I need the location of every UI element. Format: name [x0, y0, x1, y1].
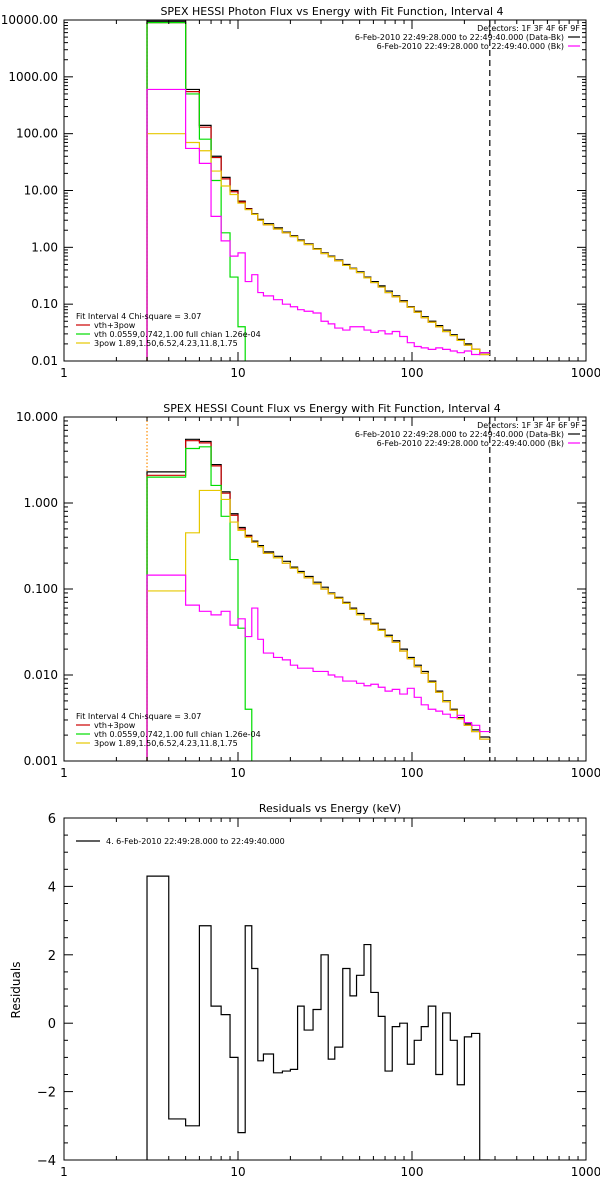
y-tick-label: 2 — [48, 949, 56, 964]
chart-title: SPEX HESSI Count Flux vs Energy with Fit… — [163, 402, 500, 415]
chart-title: SPEX HESSI Photon Flux vs Energy with Fi… — [160, 5, 503, 18]
legend-entry: vth+3pow — [94, 321, 136, 330]
series-line — [146, 22, 490, 361]
y-tick-label: 1.00 — [31, 240, 58, 254]
residuals-panel: Residuals vs Energy (keV) Residuals 1 10 1… — [9, 802, 600, 1179]
plot-frame — [63, 817, 587, 1161]
legend-entry: 3pow 1.89,1.50,6.52,4.23,11.8,1.75 — [94, 339, 238, 348]
y-tick-label: −2 — [37, 1086, 56, 1101]
x-tick-label: 1000 — [571, 366, 600, 380]
y-tick-label: 10000.00 — [1, 13, 58, 27]
y-tick-label: 4 — [48, 880, 56, 895]
y-tick-label: 0.10 — [31, 297, 58, 311]
x-tick-label: 100 — [401, 766, 424, 780]
x-tick-label: 1000 — [571, 766, 600, 780]
legend-entry: 6-Feb-2010 22:49:28.000 to 22:49:40.000 … — [377, 439, 564, 448]
series-line — [146, 20, 490, 361]
x-tick-label: 100 — [401, 366, 424, 380]
y-tick-label: 6 — [48, 812, 56, 827]
y-tick-label: 100.00 — [16, 127, 58, 141]
y-tick-label: 0.010 — [24, 668, 58, 682]
legend-entry: 6-Feb-2010 22:49:28.000 to 22:49:40.000 … — [377, 42, 564, 51]
series-line — [146, 489, 490, 761]
y-tick-label: 0 — [48, 1017, 56, 1032]
x-tick-label: 1 — [60, 1165, 68, 1179]
y-tick-label: 10.00 — [24, 184, 58, 198]
legend-entry: Detectors: 1F 3F 4F 6F 9F — [477, 421, 580, 430]
y-tick-label: 0.100 — [24, 582, 58, 596]
series-line — [146, 22, 246, 361]
y-tick-label: 1.000 — [24, 496, 58, 510]
legend-entry: Detectors: 1F 3F 4F 6F 9F — [477, 24, 580, 33]
plot-frame — [63, 19, 587, 362]
x-tick-label: 1000 — [571, 1165, 600, 1179]
count-flux-panel: SPEX HESSI Count Flux vs Energy with Fit… — [16, 402, 600, 780]
legend-entry: 4. 6-Feb-2010 22:49:28.000 to 22:49:40.0… — [106, 837, 285, 846]
legend-entry: vth+3pow — [94, 721, 136, 730]
legend-entry: Fit Interval 4 Chi-square = 3.07 — [76, 312, 201, 321]
x-tick-label: 10 — [230, 366, 245, 380]
y-axis-label: Residuals — [9, 962, 23, 1019]
legend-entry: 6-Feb-2010 22:49:28.000 to 22:49:40.000 … — [355, 430, 564, 439]
x-tick-label: 10 — [230, 766, 245, 780]
y-tick-label: 0.001 — [24, 754, 58, 768]
legend-entry: 6-Feb-2010 22:49:28.000 to 22:49:40.000 … — [355, 33, 564, 42]
chart-title: Residuals vs Energy (keV) — [259, 802, 401, 815]
series-line — [146, 88, 490, 361]
legend-entry: 3pow 1.89,1.50,6.52,4.23,11.8,1.75 — [94, 739, 238, 748]
series-line — [146, 574, 490, 761]
legend-entry: vth 0.0559,0.742,1.00 full chian 1.26e-0… — [94, 330, 261, 339]
y-tick-label: 0.01 — [31, 354, 58, 368]
series-line — [146, 875, 490, 1160]
y-tick-label: 10.000 — [16, 410, 58, 424]
series-line — [146, 446, 253, 761]
x-tick-label: 1 — [60, 766, 68, 780]
photon-flux-panel: SPEX HESSI Photon Flux vs Energy with Fi… — [1, 5, 600, 380]
x-tick-label: 100 — [401, 1165, 424, 1179]
series-line — [146, 133, 490, 361]
x-tick-label: 1 — [60, 366, 68, 380]
x-tick-label: 10 — [230, 1165, 245, 1179]
y-tick-label: −4 — [37, 1154, 56, 1169]
y-tick-label: 1000.00 — [8, 70, 58, 84]
legend-entry: Fit Interval 4 Chi-square = 3.07 — [76, 712, 201, 721]
legend-entry: vth 0.0559,0.742,1.00 full chian 1.26e-0… — [94, 730, 261, 739]
